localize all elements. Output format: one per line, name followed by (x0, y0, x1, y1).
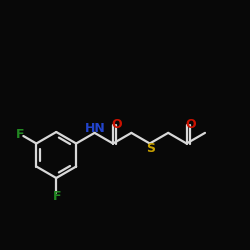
Text: O: O (112, 118, 122, 131)
Text: F: F (16, 128, 24, 141)
Text: O: O (185, 118, 196, 131)
Text: HN: HN (85, 122, 105, 135)
Text: F: F (53, 190, 61, 202)
Text: S: S (146, 142, 155, 154)
